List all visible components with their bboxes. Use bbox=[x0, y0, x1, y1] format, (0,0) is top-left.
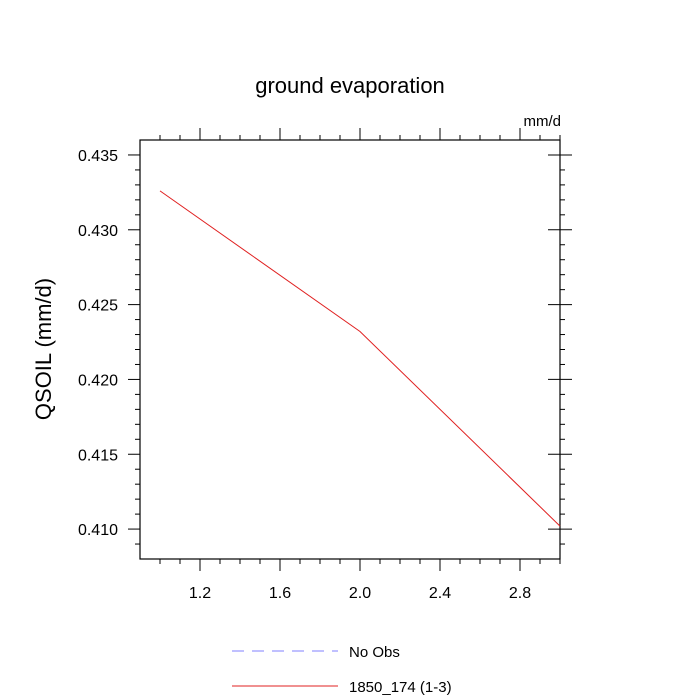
y-tick-label: 0.435 bbox=[78, 148, 118, 165]
axis-tick-labels: 1.2 1.6 2.0 2.4 2.8 0.410 0.415 0.420 0.425 0.430… bbox=[78, 148, 531, 602]
x-tick-label: 1.2 bbox=[189, 585, 211, 602]
units-label: mm/d bbox=[524, 113, 562, 130]
x-tick-label: 2.0 bbox=[349, 585, 371, 602]
y-tick-label: 0.415 bbox=[78, 447, 118, 464]
y-tick-label: 0.420 bbox=[78, 372, 118, 389]
y-tick-label: 0.425 bbox=[78, 298, 118, 315]
axis-ticks bbox=[128, 128, 572, 571]
legend-label: No Obs bbox=[349, 644, 400, 661]
x-tick-label: 1.6 bbox=[269, 585, 291, 602]
y-axis-label: QSOIL (mm/d) bbox=[31, 278, 56, 420]
series-line bbox=[159, 190, 561, 527]
x-tick-label: 2.8 bbox=[509, 585, 531, 602]
legend: No Obs 1850_174 (1-3) bbox=[232, 644, 452, 696]
y-tick-label: 0.410 bbox=[78, 522, 118, 539]
legend-label: 1850_174 (1-3) bbox=[349, 679, 452, 696]
plot-frame bbox=[139, 139, 561, 560]
chart-title: ground evaporation bbox=[255, 73, 445, 98]
y-tick-label: 0.430 bbox=[78, 223, 118, 240]
series-lines bbox=[159, 190, 561, 527]
x-tick-label: 2.4 bbox=[429, 585, 451, 602]
